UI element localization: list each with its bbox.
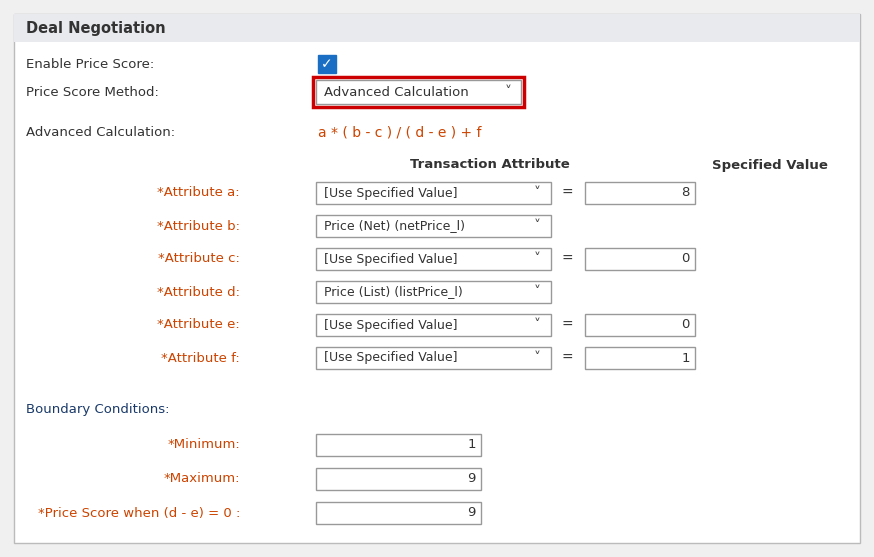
Text: ˅: ˅ [533,285,540,299]
Text: *Attribute d:: *Attribute d: [157,286,240,299]
Text: 0: 0 [682,319,690,331]
Text: Transaction Attribute: Transaction Attribute [410,159,570,172]
FancyBboxPatch shape [585,182,695,204]
FancyBboxPatch shape [316,502,481,524]
FancyBboxPatch shape [316,468,481,490]
Text: *Attribute b:: *Attribute b: [157,219,240,232]
Text: ˅: ˅ [533,252,540,266]
Text: 1: 1 [468,438,476,452]
Text: =: = [561,351,572,365]
Text: *Attribute f:: *Attribute f: [161,351,240,364]
Text: *Attribute c:: *Attribute c: [158,252,240,266]
Text: *Attribute a:: *Attribute a: [157,187,240,199]
Text: 1: 1 [682,351,690,364]
Text: 9: 9 [468,472,476,486]
FancyBboxPatch shape [14,14,860,543]
Text: [Use Specified Value]: [Use Specified Value] [324,252,457,266]
Text: *Attribute e:: *Attribute e: [157,319,240,331]
Text: Price (Net) (netPrice_l): Price (Net) (netPrice_l) [324,219,465,232]
Text: =: = [561,186,572,200]
Text: 9: 9 [468,506,476,520]
Text: [Use Specified Value]: [Use Specified Value] [324,187,457,199]
Text: Price Score Method:: Price Score Method: [26,86,159,99]
Text: Price (List) (listPrice_l): Price (List) (listPrice_l) [324,286,462,299]
FancyBboxPatch shape [316,215,551,237]
FancyBboxPatch shape [585,248,695,270]
FancyBboxPatch shape [316,347,551,369]
FancyBboxPatch shape [316,80,521,104]
FancyBboxPatch shape [316,434,481,456]
Text: *Price Score when (d - e) = 0 :: *Price Score when (d - e) = 0 : [38,506,240,520]
Text: Advanced Calculation:: Advanced Calculation: [26,125,175,139]
Text: [Use Specified Value]: [Use Specified Value] [324,351,457,364]
FancyBboxPatch shape [316,281,551,303]
FancyBboxPatch shape [316,248,551,270]
Text: *Minimum:: *Minimum: [167,438,240,452]
Text: ˅: ˅ [504,85,511,99]
FancyBboxPatch shape [585,314,695,336]
Text: Specified Value: Specified Value [712,159,828,172]
Text: ˅: ˅ [533,351,540,365]
Text: [Use Specified Value]: [Use Specified Value] [324,319,457,331]
Text: *Maximum:: *Maximum: [163,472,240,486]
Text: 0: 0 [682,252,690,266]
Text: Enable Price Score:: Enable Price Score: [26,57,154,71]
Text: ✓: ✓ [321,57,333,71]
Text: ˅: ˅ [533,318,540,332]
FancyBboxPatch shape [585,347,695,369]
Text: ˅: ˅ [533,219,540,233]
Text: a * ( b - c ) / ( d - e ) + f: a * ( b - c ) / ( d - e ) + f [318,125,482,139]
Text: Boundary Conditions:: Boundary Conditions: [26,403,170,417]
FancyBboxPatch shape [316,182,551,204]
Text: ˅: ˅ [533,186,540,200]
Text: =: = [561,318,572,332]
Text: 8: 8 [682,187,690,199]
Bar [14,14,860,42]
Text: Advanced Calculation: Advanced Calculation [324,86,468,99]
Text: =: = [561,252,572,266]
FancyBboxPatch shape [316,314,551,336]
FancyBboxPatch shape [318,55,336,73]
Text: Deal Negotiation: Deal Negotiation [26,21,166,36]
